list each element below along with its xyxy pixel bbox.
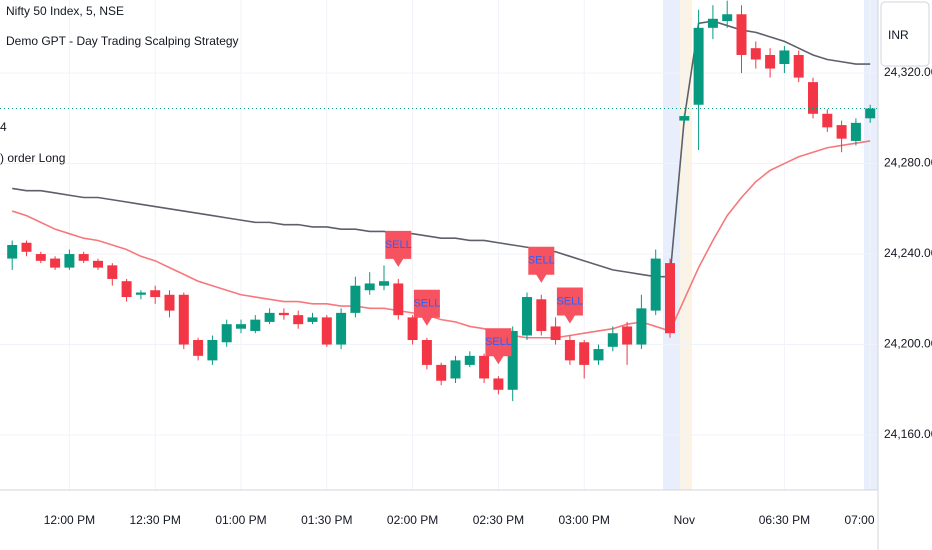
- currency-box[interactable]: [880, 1, 930, 67]
- candle-body: [193, 340, 204, 356]
- candle-body: [379, 281, 389, 286]
- candle-body: [307, 317, 318, 322]
- candle-body: [679, 116, 690, 121]
- x-tick-label: 06:30 PM: [759, 513, 810, 527]
- sell-signal-label: SELL: [528, 255, 555, 267]
- x-tick-label: 02:30 PM: [473, 513, 524, 527]
- sell-signal: [385, 230, 412, 267]
- candle-body: [622, 326, 633, 345]
- sell-signal-label: SELL: [385, 239, 412, 251]
- sell-signal-label: SELL: [413, 298, 440, 310]
- candle-body: [865, 108, 876, 119]
- candle-body: [850, 122, 861, 141]
- candle-body: [121, 281, 132, 298]
- candle-body: [436, 364, 447, 381]
- x-tick-label: 12:00 PM: [44, 513, 95, 527]
- candle-body: [779, 50, 790, 65]
- x-tick-label: Nov: [674, 513, 695, 527]
- candle-body: [822, 113, 833, 128]
- y-tick-label: 24,160.00: [884, 427, 932, 441]
- candle-body: [736, 14, 747, 55]
- candle-body: [793, 54, 804, 78]
- candle-body: [350, 285, 361, 313]
- candle-body: [479, 355, 490, 379]
- candle-body: [164, 294, 175, 311]
- candle-body: [750, 48, 761, 60]
- candle-body: [693, 27, 704, 105]
- candle-body: [636, 308, 647, 345]
- candle-body: [421, 340, 432, 365]
- x-tick-label: 03:00 PM: [559, 513, 610, 527]
- session-band: [864, 0, 878, 490]
- sell-signal: [528, 246, 555, 283]
- sell-signal: [485, 328, 512, 365]
- candle-body: [407, 317, 418, 341]
- candle-body: [250, 319, 261, 331]
- candle-body: [35, 254, 46, 261]
- moving-average-line: [11, 140, 871, 339]
- candle-body: [808, 82, 818, 114]
- price-axis-panel: [878, 0, 932, 550]
- candle-body: [135, 292, 146, 295]
- x-tick-label: 12:30 PM: [130, 513, 181, 527]
- candle-body: [364, 283, 375, 291]
- x-tick-label: 01:00 PM: [215, 513, 266, 527]
- candle-body: [765, 54, 776, 69]
- candle-body: [593, 349, 604, 361]
- candle-body: [64, 254, 75, 268]
- sell-signal-label: SELL: [485, 336, 512, 348]
- candle-body: [450, 360, 461, 379]
- annotation: ) order Long: [0, 151, 65, 165]
- y-tick-label: 24,320.00: [884, 65, 932, 79]
- candle-body: [278, 312, 289, 316]
- candle-body: [293, 315, 304, 325]
- candle-body: [150, 290, 161, 298]
- candle-body: [264, 312, 275, 322]
- candle-body: [178, 294, 189, 345]
- x-tick-label: 01:30 PM: [301, 513, 352, 527]
- chart-subtitle: Demo GPT - Day Trading Scalping Strategy: [6, 34, 239, 48]
- candle-body: [464, 355, 475, 365]
- sell-signal: [413, 289, 440, 326]
- candle-body: [336, 312, 347, 345]
- session-band: [680, 0, 692, 490]
- y-tick-label: 24,200.00: [884, 337, 932, 351]
- candle-body: [507, 330, 518, 390]
- candle-body: [564, 340, 575, 361]
- candle-body: [707, 18, 718, 28]
- candle-body: [836, 125, 847, 139]
- y-tick-label: 24,280.00: [884, 156, 932, 170]
- currency: INR: [888, 28, 909, 42]
- annotation: 4: [0, 120, 7, 134]
- candle-body: [321, 317, 332, 345]
- x-tick-label: 02:00 PM: [387, 513, 438, 527]
- candle-body: [93, 260, 103, 268]
- candle-body: [722, 14, 733, 22]
- candle-body: [493, 378, 504, 390]
- session-band: [663, 0, 680, 490]
- candle-body: [393, 283, 404, 316]
- candle-body: [536, 299, 547, 331]
- candle-body: [78, 254, 89, 261]
- candle-body: [107, 265, 118, 279]
- candle-body: [522, 297, 532, 336]
- y-tick-label: 24,240.00: [884, 246, 932, 260]
- candle-body: [207, 340, 218, 361]
- sell-signal: [556, 287, 583, 324]
- candle-body: [7, 245, 18, 259]
- candle-body: [50, 258, 61, 268]
- candle-body: [650, 258, 661, 311]
- sell-signal-label: SELL: [556, 295, 583, 307]
- candle-body: [21, 242, 32, 252]
- candle-body: [236, 324, 246, 329]
- candle-body: [665, 263, 675, 334]
- x-tick-label: 07:00 PM: [845, 513, 896, 527]
- candle-body: [550, 326, 561, 341]
- candle-body: [607, 333, 618, 347]
- chart-title: Nifty 50 Index, 5, NSE: [6, 4, 124, 18]
- candle-body: [579, 342, 590, 365]
- candle-body: [221, 324, 232, 343]
